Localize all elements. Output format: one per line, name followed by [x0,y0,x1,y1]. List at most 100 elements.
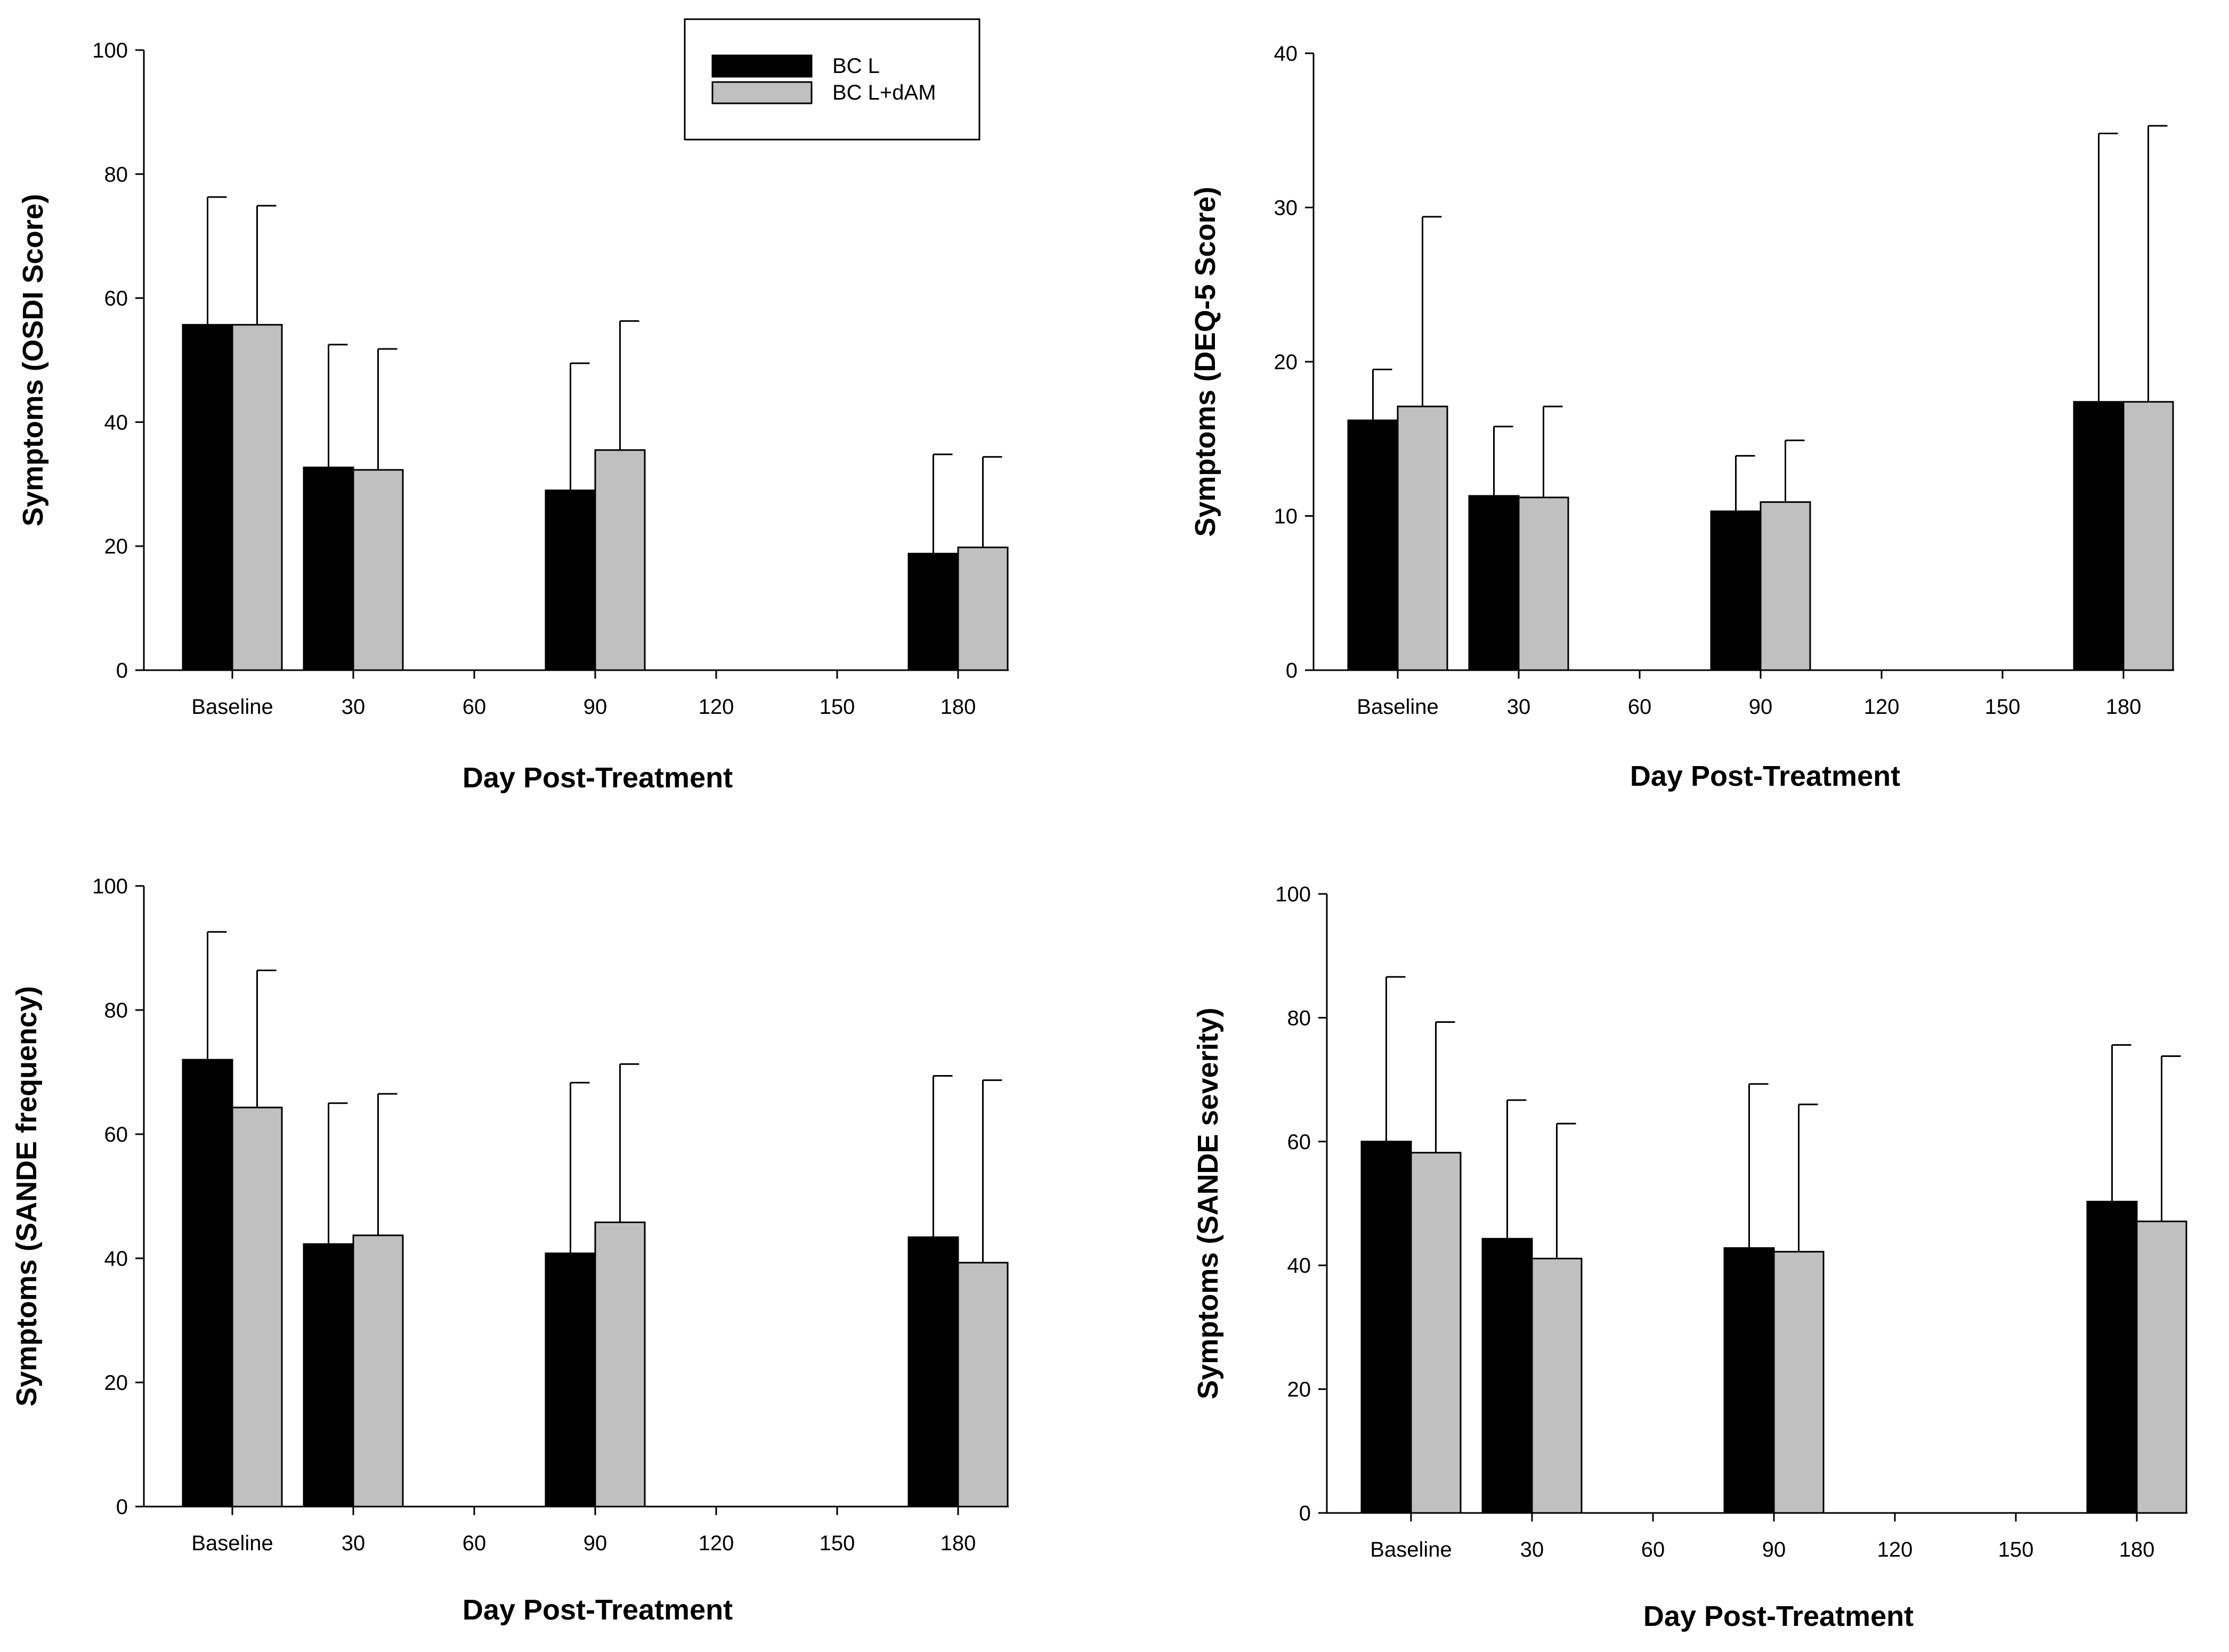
x-tick-label: 90 [583,695,607,719]
x-tick-label: 30 [342,695,366,719]
bar [1531,1257,1583,1514]
x-tick-label: 120 [1877,1538,1913,1561]
bar [303,466,354,671]
legend-swatch [711,81,813,104]
y-tick-label: 100 [92,39,128,62]
bar [352,1234,404,1508]
y-tick-label: 10 [1274,505,1298,528]
bar [1518,497,1569,671]
x-tick-label: 150 [1998,1538,2034,1561]
y-axis-title: Symptoms (SANDE frequency) [11,986,43,1406]
y-tick-label: 0 [1286,659,1298,682]
x-tick-label: 120 [699,1532,734,1555]
y-tick-label: 20 [104,1371,128,1395]
legend-label: BC L [832,54,880,78]
y-tick-label: 100 [92,875,128,898]
legend-box [684,18,980,141]
bar [182,324,233,671]
x-tick-label: 60 [1628,695,1652,719]
bar [1481,1238,1533,1514]
bar [957,1262,1009,1508]
y-tick-label: 0 [1299,1502,1311,1525]
x-tick-label: 180 [941,1532,976,1555]
bar [2086,1201,2138,1514]
x-tick-label: 150 [1985,695,2021,719]
bar [2073,401,2125,671]
x-tick-label: 90 [583,1532,607,1555]
x-axis-title: Day Post-Treatment [463,1594,733,1626]
x-tick-label: Baseline [191,695,273,719]
x-tick-label: 120 [699,695,734,719]
bar [231,324,283,671]
x-tick-label: 120 [1864,695,1900,719]
bar [2122,401,2174,671]
chart-panel-2: 0 10 20 30 40 Baseline 30 60 90 120 150 180 Day Post… [1189,42,2174,792]
x-tick-label: Baseline [1370,1538,1452,1561]
x-axis-title: Day Post-Treatment [1630,760,1900,792]
y-tick-label: 0 [116,659,128,682]
legend-swatch [711,54,813,78]
x-tick-label: 180 [2106,695,2142,719]
y-tick-label: 100 [1275,883,1311,906]
x-tick-label: Baseline [191,1532,273,1555]
bar [1468,495,1520,671]
bar [1347,419,1399,671]
bar [1760,501,1811,671]
x-tick-label: 180 [941,695,976,719]
y-tick-label: 60 [104,1123,128,1146]
y-axis-title: Symptoms (SANDE severity) [1192,1007,1224,1399]
x-tick-label: 180 [2119,1538,2155,1561]
y-tick-label: 0 [116,1495,128,1519]
y-axis-title: Symptoms (OSDI Score) [17,194,49,526]
bar [545,1252,596,1508]
y-tick-label: 30 [1274,197,1298,220]
x-tick-label: 30 [1507,695,1531,719]
x-tick-label: 150 [820,695,855,719]
y-tick-label: 80 [104,999,128,1022]
y-tick-label: 60 [104,287,128,311]
x-tick-label: 60 [463,1532,487,1555]
chart-panel-4: 0 20 40 60 80 100 Baseline 30 60 90 120 150 180 Day P… [1192,883,2187,1632]
x-tick-label: Baseline [1357,695,1438,719]
bar [545,489,596,671]
legend-label: BC L+dAM [832,81,936,104]
x-tick-label: 60 [463,695,487,719]
bar [231,1106,283,1508]
y-tick-label: 40 [104,411,128,434]
bar [907,1236,959,1508]
x-axis-title: Day Post-Treatment [463,762,733,794]
bar [303,1243,354,1508]
y-tick-label: 40 [1287,1254,1311,1277]
bar [594,449,646,671]
bar [1397,405,1448,671]
chart-panel-1: 0 20 40 60 80 100 Baseline 30 60 90 120 150 180 Day P… [17,39,1009,794]
bar [907,552,959,671]
chart-panel-3: 0 20 40 60 80 100 Baseline 30 60 90 120 150 180 Day P… [11,875,1009,1626]
bar [1723,1247,1775,1514]
y-tick-label: 20 [1274,351,1298,374]
x-tick-label: 90 [1749,695,1773,719]
y-tick-label: 20 [1287,1378,1311,1402]
y-tick-label: 40 [1274,42,1298,66]
bar [1773,1251,1825,1514]
x-tick-label: 30 [1520,1538,1544,1561]
x-axis-title: Day Post-Treatment [1643,1600,1914,1632]
bar [2136,1220,2187,1514]
bar [182,1059,233,1508]
x-tick-label: 60 [1641,1538,1665,1561]
bar [1410,1152,1462,1514]
x-tick-label: 150 [820,1532,855,1555]
y-tick-label: 40 [104,1247,128,1271]
y-tick-label: 20 [104,535,128,558]
y-tick-label: 80 [104,163,128,186]
bar [957,547,1009,671]
y-tick-label: 60 [1287,1130,1311,1154]
y-axis-title: Symptoms (DEQ-5 Score) [1189,186,1221,536]
x-tick-label: 30 [342,1532,366,1555]
bar [1360,1141,1412,1514]
bar [352,469,404,671]
bar [594,1221,646,1508]
bar [1710,510,1762,671]
x-tick-label: 90 [1762,1538,1786,1561]
